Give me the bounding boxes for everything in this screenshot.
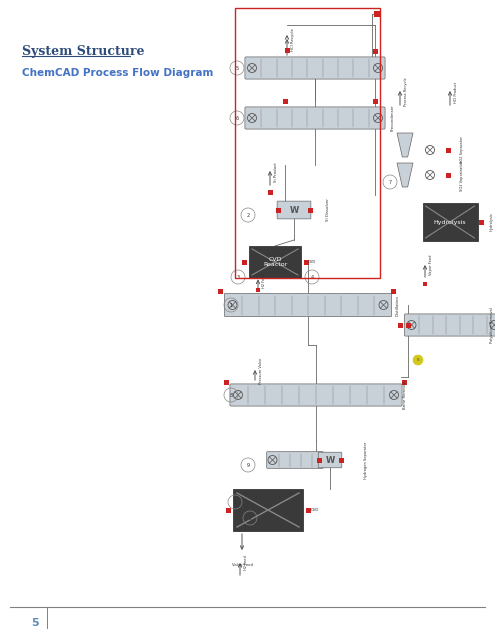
Bar: [249, 246, 301, 278]
Bar: [307, 207, 312, 212]
Text: HCl Product: HCl Product: [454, 81, 458, 102]
Polygon shape: [397, 133, 413, 157]
Bar: [285, 47, 290, 52]
Text: Si Product: Si Product: [274, 162, 278, 182]
Bar: [405, 323, 410, 328]
FancyBboxPatch shape: [245, 57, 385, 79]
Text: Valve Feed: Valve Feed: [232, 563, 252, 567]
Bar: [303, 259, 308, 264]
Text: Brine Removal: Brine Removal: [403, 381, 407, 409]
Text: HCl Recycle: HCl Recycle: [291, 29, 295, 51]
Text: 8: 8: [230, 392, 233, 397]
Text: CVD
Reactor: CVD Reactor: [263, 257, 287, 268]
Text: 4: 4: [310, 275, 313, 280]
Text: Vapor Feed: Vapor Feed: [429, 255, 433, 275]
Text: SI Dissolver: SI Dissolver: [326, 198, 330, 221]
Text: 1: 1: [230, 303, 233, 307]
Text: 6: 6: [236, 115, 239, 120]
Bar: [233, 489, 303, 531]
Text: Hydrolysis: Hydrolysis: [490, 212, 494, 232]
Text: 2: 2: [248, 515, 251, 520]
FancyBboxPatch shape: [318, 452, 342, 468]
Bar: [398, 323, 403, 328]
Bar: [373, 99, 378, 104]
Text: CVD: CVD: [308, 260, 316, 264]
Bar: [446, 147, 450, 152]
Text: 1: 1: [234, 499, 237, 504]
Text: SO2 Separator: SO2 Separator: [460, 136, 464, 163]
Text: 9: 9: [247, 463, 249, 467]
Circle shape: [413, 355, 423, 365]
FancyBboxPatch shape: [224, 293, 392, 317]
Text: Hydrolysis: Hydrolysis: [434, 220, 466, 225]
Text: CVD: CVD: [311, 508, 319, 512]
Text: SO2 Vaporization: SO2 Vaporization: [460, 159, 464, 191]
Bar: [283, 99, 288, 104]
Bar: [276, 207, 281, 212]
Bar: [226, 508, 231, 513]
Text: 7: 7: [389, 179, 392, 184]
Text: Distillation: Distillation: [396, 294, 400, 316]
Text: System Structure: System Structure: [22, 45, 145, 58]
FancyBboxPatch shape: [245, 107, 385, 129]
Bar: [242, 259, 247, 264]
Text: Precondenser: Precondenser: [391, 105, 395, 131]
Text: Pressure Valve: Pressure Valve: [259, 358, 263, 384]
FancyBboxPatch shape: [404, 314, 495, 336]
Bar: [401, 380, 406, 385]
Bar: [423, 203, 478, 241]
Text: Process Recycle: Process Recycle: [404, 77, 408, 106]
Text: 5: 5: [236, 65, 239, 70]
Bar: [305, 508, 310, 513]
FancyBboxPatch shape: [230, 384, 402, 406]
Bar: [446, 173, 450, 177]
Bar: [391, 289, 396, 294]
Polygon shape: [397, 163, 413, 187]
Bar: [218, 289, 223, 294]
Text: B: B: [417, 358, 419, 362]
Bar: [374, 11, 380, 17]
Bar: [316, 458, 321, 463]
Bar: [479, 220, 484, 225]
Text: Polysilicon Removal: Polysilicon Removal: [490, 307, 494, 343]
Text: Hydrogen Separator: Hydrogen Separator: [364, 442, 368, 479]
Bar: [235, 8, 380, 278]
Bar: [267, 189, 273, 195]
Bar: [256, 287, 260, 291]
Text: 5: 5: [31, 618, 39, 628]
Text: H2 Feed: H2 Feed: [262, 273, 266, 288]
Text: H2 Feed: H2 Feed: [244, 556, 248, 570]
Text: W: W: [325, 456, 335, 465]
Bar: [339, 458, 344, 463]
Text: 2: 2: [247, 212, 249, 218]
Text: ChemCAD Process Flow Diagram: ChemCAD Process Flow Diagram: [22, 68, 213, 78]
FancyBboxPatch shape: [277, 201, 311, 219]
Bar: [224, 380, 229, 385]
Text: W: W: [290, 205, 298, 214]
Text: 3: 3: [237, 275, 240, 280]
Bar: [423, 282, 427, 286]
FancyBboxPatch shape: [267, 452, 323, 468]
Bar: [373, 49, 378, 54]
